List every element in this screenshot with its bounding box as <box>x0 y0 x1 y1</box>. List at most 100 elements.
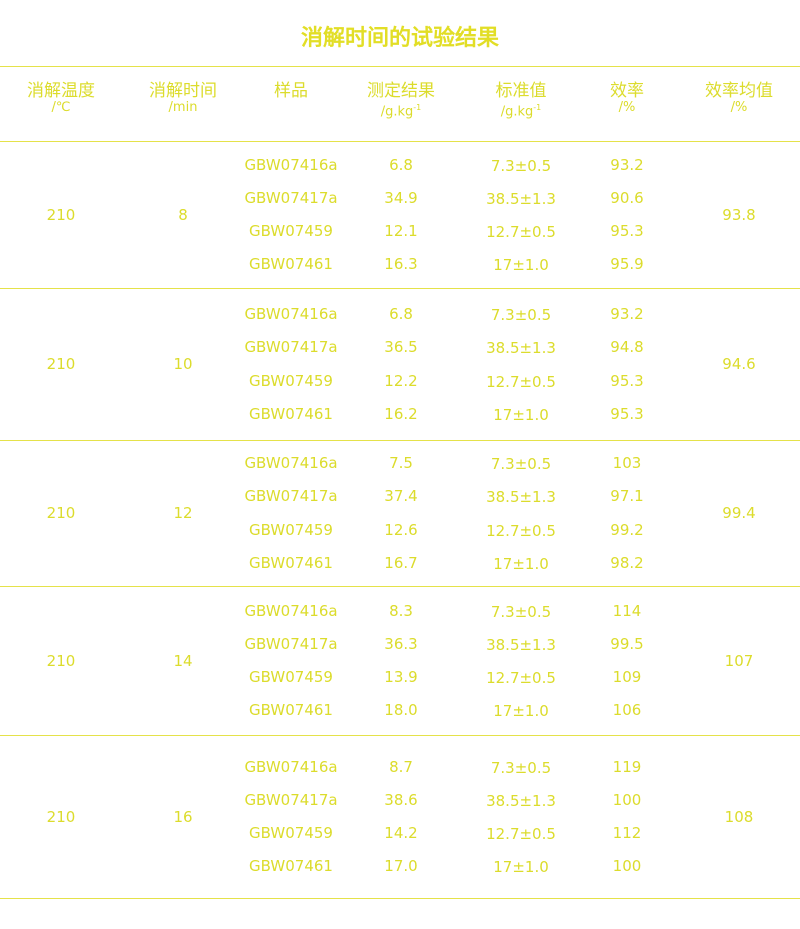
sample-cell: GBW07459 <box>249 668 333 687</box>
header-unit: /% <box>618 100 636 115</box>
measured-cell: 14.2 <box>384 824 418 843</box>
standard-cell: 38.5±1.3 <box>486 339 556 358</box>
sample-cell: GBW07417a <box>244 634 338 653</box>
sample-cell: GBW07416a <box>244 155 338 174</box>
header-unit: /min <box>168 100 198 115</box>
time-cell: 12 <box>173 504 193 522</box>
standard-cell: 38.5±1.3 <box>486 189 556 208</box>
divider <box>0 141 800 142</box>
measured-cell: 8.3 <box>389 601 413 620</box>
standard-cell: 17±1.0 <box>493 405 549 424</box>
column-header: 效率/% <box>610 82 644 115</box>
standard-cell: 17±1.0 <box>493 554 549 573</box>
sample-cell: GBW07461 <box>249 701 333 720</box>
efficiency-cell: 94.8 <box>610 338 644 357</box>
measured-cell: 16.2 <box>384 404 418 423</box>
measured-cell: 16.3 <box>384 255 418 274</box>
sample-cell: GBW07461 <box>249 255 333 274</box>
divider <box>0 66 800 67</box>
divider <box>0 586 800 587</box>
column-header: 消解时间/min <box>149 82 217 115</box>
standard-cell: 7.3±0.5 <box>490 156 552 175</box>
standard-cell: 38.5±1.3 <box>486 635 556 654</box>
efficiency-cell: 95.3 <box>610 404 644 423</box>
sample-cell: GBW07416a <box>244 601 338 620</box>
standard-cell: 12.7±0.5 <box>486 223 556 242</box>
table-title: 消解时间的试验结果 <box>300 26 499 51</box>
sample-cell: GBW07417a <box>244 338 338 357</box>
standard-cell: 38.5±1.3 <box>486 791 556 810</box>
efficiency-cell: 99.2 <box>610 520 644 539</box>
measured-cell: 18.0 <box>384 701 418 720</box>
measured-cell: 12.1 <box>384 222 418 241</box>
time-cell: 8 <box>178 205 188 224</box>
header-unit: /℃ <box>51 100 71 115</box>
average-efficiency-cell: 94.6 <box>722 355 756 373</box>
efficiency-cell: 99.5 <box>610 634 644 653</box>
standard-cell: 7.3±0.5 <box>490 455 552 473</box>
sample-cell: GBW07461 <box>249 553 333 572</box>
column-header: 测定结果/g.kg-1 <box>367 82 435 119</box>
efficiency-cell: 103 <box>612 454 642 472</box>
measured-cell: 36.3 <box>384 634 418 653</box>
temperature-cell: 210 <box>46 651 76 670</box>
measured-cell: 12.2 <box>384 371 418 390</box>
standard-cell: 17±1.0 <box>493 702 549 721</box>
sample-cell: GBW07416a <box>244 757 338 776</box>
measured-cell: 6.8 <box>389 305 413 323</box>
efficiency-cell: 100 <box>612 790 642 809</box>
measured-cell: 16.7 <box>384 553 418 572</box>
measured-cell: 38.6 <box>384 790 418 809</box>
sample-cell: GBW07459 <box>249 222 333 241</box>
temperature-cell: 210 <box>46 504 76 522</box>
standard-cell: 12.7±0.5 <box>486 825 556 844</box>
efficiency-cell: 100 <box>612 857 642 876</box>
column-header: 标准值/g.kg-1 <box>496 82 547 119</box>
efficiency-cell: 119 <box>612 757 642 776</box>
efficiency-cell: 95.9 <box>610 255 644 274</box>
efficiency-cell: 114 <box>612 601 642 620</box>
column-header: 效率均值/% <box>705 82 773 115</box>
header-label: 标准值 <box>495 81 547 101</box>
measured-cell: 37.4 <box>384 487 418 506</box>
measured-cell: 36.5 <box>384 338 418 357</box>
header-label: 效率 <box>610 81 644 101</box>
temperature-cell: 210 <box>46 807 76 826</box>
column-header: 样品 <box>274 82 308 101</box>
header-unit: /% <box>730 100 748 115</box>
sample-cell: GBW07459 <box>249 824 333 843</box>
efficiency-cell: 95.3 <box>610 222 644 241</box>
efficiency-cell: 109 <box>612 668 642 687</box>
efficiency-cell: 106 <box>612 701 642 720</box>
standard-cell: 17±1.0 <box>493 858 549 877</box>
average-efficiency-cell: 107 <box>724 651 754 670</box>
efficiency-cell: 93.2 <box>610 305 644 323</box>
measured-cell: 8.7 <box>389 757 413 776</box>
sample-cell: GBW07416a <box>244 305 338 323</box>
average-efficiency-cell: 93.8 <box>722 205 756 224</box>
header-label: 测定结果 <box>367 81 435 101</box>
efficiency-cell: 90.6 <box>610 188 644 207</box>
efficiency-cell: 112 <box>612 824 642 843</box>
divider <box>0 735 800 736</box>
standard-cell: 17±1.0 <box>493 256 549 275</box>
measured-cell: 7.5 <box>389 454 413 472</box>
efficiency-cell: 98.2 <box>610 553 644 572</box>
header-unit: /g.kg-1 <box>380 103 422 120</box>
sample-cell: GBW07417a <box>244 487 338 506</box>
efficiency-cell: 97.1 <box>610 487 644 506</box>
efficiency-cell: 95.3 <box>610 371 644 390</box>
header-label: 消解时间 <box>149 81 217 101</box>
sample-cell: GBW07461 <box>249 857 333 876</box>
average-efficiency-cell: 108 <box>724 807 754 826</box>
temperature-cell: 210 <box>46 205 76 224</box>
measured-cell: 6.8 <box>389 155 413 174</box>
standard-cell: 12.7±0.5 <box>486 669 556 688</box>
measured-cell: 12.6 <box>384 520 418 539</box>
efficiency-cell: 93.2 <box>610 155 644 174</box>
divider <box>0 440 800 441</box>
sample-cell: GBW07461 <box>249 404 333 423</box>
header-label: 样品 <box>274 81 308 101</box>
measured-cell: 34.9 <box>384 188 418 207</box>
divider <box>0 288 800 289</box>
